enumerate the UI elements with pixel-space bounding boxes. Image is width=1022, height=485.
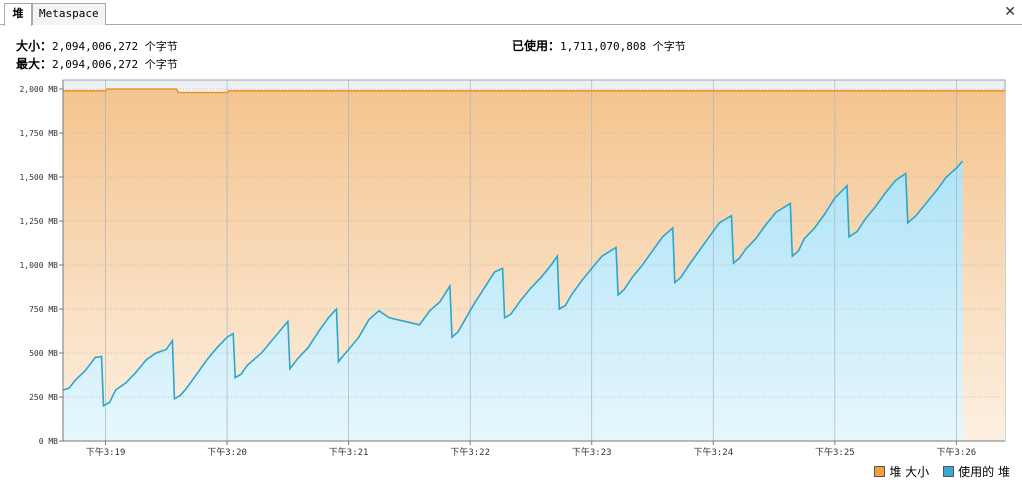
- x-tick-label: 下午3:19: [86, 446, 126, 458]
- y-tick-label: 0 MB: [39, 437, 58, 446]
- tab-metaspace[interactable]: Metaspace: [32, 3, 106, 25]
- legend-heap-size: 堆 大小: [889, 465, 930, 479]
- heap-size-line: [63, 88, 1005, 94]
- y-tick-label: 1,000 MB: [19, 261, 58, 270]
- max-label: 最大：: [16, 57, 53, 71]
- max-value: 2,094,006,272 个字节: [52, 58, 178, 71]
- legend-used-heap: 使用的 堆: [958, 465, 1010, 479]
- x-tick-label: 下午3:24: [693, 446, 733, 458]
- heap-size-stat: 大小：2,094,006,272 个字节: [16, 38, 178, 55]
- y-tick-label: 1,750 MB: [19, 129, 58, 138]
- y-tick-label: 250 MB: [29, 393, 58, 402]
- x-tick-label: 下午3:26: [937, 446, 977, 458]
- chart-legend: 堆 大小 使用的 堆: [874, 463, 1010, 480]
- x-tick-label: 下午3:21: [329, 446, 369, 458]
- heap-size-area: [63, 89, 1005, 441]
- y-tick-label: 750 MB: [29, 305, 58, 314]
- size-value: 2,094,006,272 个字节: [52, 40, 178, 53]
- used-label: 已使用：: [512, 39, 561, 53]
- size-label: 大小：: [16, 39, 53, 53]
- y-tick-label: 2,000 MB: [19, 85, 58, 94]
- tab-heap[interactable]: 堆: [4, 3, 32, 26]
- plot-area: [62, 79, 1006, 442]
- y-tick-label: 1,250 MB: [19, 217, 58, 226]
- legend-swatch-heap-size: [874, 466, 886, 477]
- y-tick-label: 1,500 MB: [19, 173, 58, 182]
- used-value: 1,711,070,808 个字节: [560, 40, 686, 53]
- x-tick-label: 下午3:20: [207, 446, 247, 458]
- close-icon[interactable]: ✕: [1004, 4, 1016, 20]
- used-heap-line: [62, 160, 964, 408]
- legend-swatch-used-heap: [943, 466, 955, 477]
- used-heap-area: [63, 161, 963, 441]
- heap-used-stat: 已使用：1,711,070,808 个字节: [512, 38, 686, 55]
- x-tick-label: 下午3:25: [815, 446, 855, 458]
- x-tick-label: 下午3:23: [572, 446, 612, 458]
- heap-max-stat: 最大：2,094,006,272 个字节: [16, 56, 178, 73]
- x-tick-label: 下午3:22: [450, 446, 490, 458]
- tab-bar: 堆 Metaspace ✕: [0, 0, 1022, 26]
- y-tick-label: 500 MB: [29, 349, 58, 358]
